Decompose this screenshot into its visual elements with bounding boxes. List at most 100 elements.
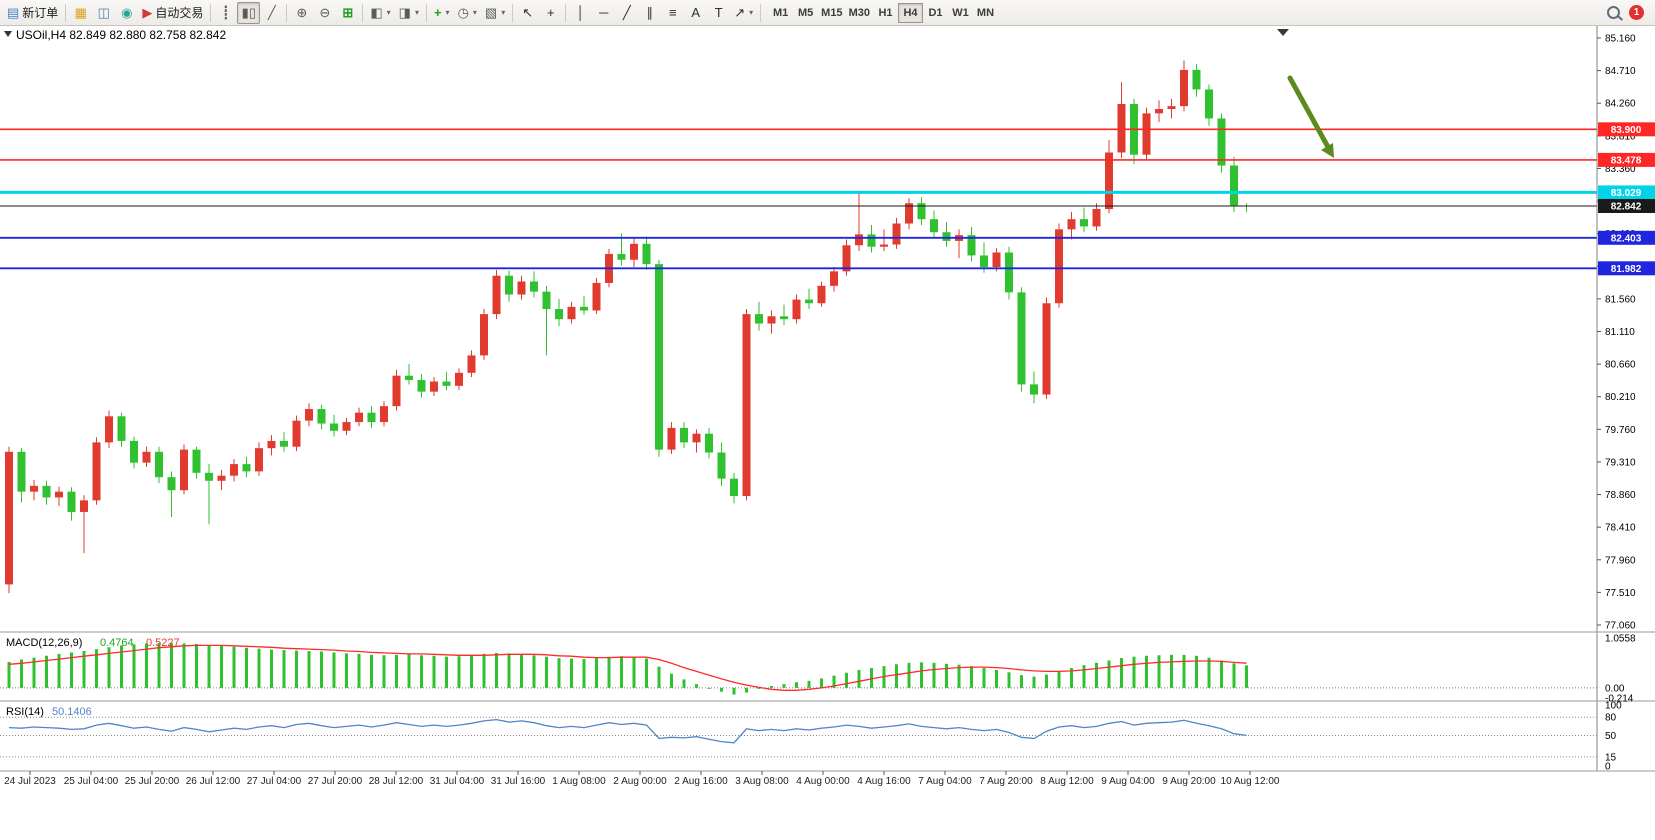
annotations[interactable] [1287,75,1334,158]
svg-text:78.410: 78.410 [1605,523,1636,534]
price-lines[interactable] [0,128,1597,270]
vertical-line-tool-button[interactable]: │ [569,2,592,24]
svg-text:83.900: 83.900 [1611,125,1642,136]
new-chart-button[interactable]: ◧ ▾ [366,2,394,24]
market-watch-button[interactable]: ◫ [92,2,115,24]
timeframe-h1[interactable]: H1 [873,3,898,23]
trend-arrow[interactable] [1287,75,1331,150]
periods-button[interactable]: ◷ ▾ [454,2,481,24]
toolbar-separator [760,3,762,22]
price-label-83.478[interactable] [1598,152,1655,167]
cursor-button[interactable]: ↖ [516,2,539,24]
candlestick-chart-button[interactable]: ▮▯ [237,1,261,24]
price-label-82.403[interactable] [1598,230,1655,245]
svg-text:31 Jul 04:00: 31 Jul 04:00 [430,776,485,787]
toolbar-separator [512,3,514,22]
vertical-line-icon: │ [576,5,585,20]
autotrading-button[interactable]: ▶ 自动交易 [138,2,207,24]
charts-icon: ▦ [74,5,87,20]
text-tool-button[interactable]: A [684,2,707,24]
title-collapse-icon[interactable] [4,31,12,37]
chevron-down-icon: ▾ [386,8,391,17]
svg-text:25 Jul 20:00: 25 Jul 20:00 [125,776,180,787]
profiles-icon: ◨ [398,5,411,20]
arrows-tool-button[interactable]: ↗ ▾ [730,2,757,24]
timeframe-m1[interactable]: M1 [768,3,793,23]
price-axis[interactable]: 85.16084.71084.26083.81083.36082.91082.4… [1596,26,1636,771]
timeframe-mn[interactable]: MN [973,3,998,23]
toolbar-separator [286,3,288,22]
chevron-down-icon: ▾ [445,8,450,17]
price-label-83.900[interactable] [1598,122,1655,137]
zoom-out-icon: ⊖ [319,5,331,20]
crosshair-button[interactable]: + [539,2,562,24]
price-line-labels[interactable]: 83.900 83.478 83.029 82.842 82.403 81.982 [1598,122,1655,276]
channel-icon: ∥ [646,5,653,20]
svg-text:2 Aug 00:00: 2 Aug 00:00 [613,776,667,787]
new-order-label: 新订单 [22,6,59,20]
svg-text:84.710: 84.710 [1605,66,1636,77]
macd-value-signal: 0.5227 [146,637,180,649]
rsi-value: 50.1406 [52,706,92,718]
svg-text:81.110: 81.110 [1605,327,1635,338]
label-tool-button[interactable]: T [707,2,730,24]
zoom-in-icon: ⊕ [296,5,308,20]
timeframe-m30[interactable]: M30 [846,3,873,23]
navigator-button[interactable]: ◉ [115,2,138,24]
market-watch-icon: ◫ [97,5,110,20]
channel-tool-button[interactable]: ∥ [638,2,661,24]
svg-text:-0.214: -0.214 [1605,694,1634,705]
zoom-out-button[interactable]: ⊖ [313,2,336,24]
svg-text:0: 0 [1605,762,1611,773]
toolbar-separator [565,3,567,22]
fibonacci-icon: ≡ [668,5,677,20]
indicators-button[interactable]: + ▾ [430,2,454,24]
chart-shift-marker[interactable] [1277,29,1289,36]
macd-label: MACD(12,26,9) [6,637,82,649]
search-icon[interactable] [1607,6,1620,19]
svg-text:28 Jul 12:00: 28 Jul 12:00 [369,776,424,787]
line-chart-button[interactable]: ╱ [260,2,283,24]
price-label-82.842[interactable] [1598,198,1655,213]
svg-text:27 Jul 20:00: 27 Jul 20:00 [308,776,363,787]
macd-panel: 1.0558 0.00-0.214 [0,631,1655,772]
profiles-button[interactable]: ◨ ▾ [395,2,423,24]
svg-text:15: 15 [1605,752,1617,763]
chart-canvas[interactable]: 85.16084.71084.26083.81083.36082.91082.4… [0,26,1655,835]
svg-text:9 Aug 04:00: 9 Aug 04:00 [1101,776,1155,787]
svg-text:83.478: 83.478 [1611,155,1642,166]
price-label-83.029[interactable] [1598,185,1655,200]
charts-button[interactable]: ▦ [69,2,92,24]
horizontal-line-tool-button[interactable]: ─ [592,2,615,24]
bar-chart-button[interactable]: ┋ [214,2,237,24]
timeframe-m15[interactable]: M15 [818,3,845,23]
indicators-icon: + [433,5,442,20]
chart-window[interactable]: 85.16084.71084.26083.81083.36082.91082.4… [0,26,1655,835]
svg-text:80: 80 [1605,713,1617,724]
svg-text:4 Aug 00:00: 4 Aug 00:00 [796,776,850,787]
svg-text:27 Jul 04:00: 27 Jul 04:00 [247,776,302,787]
templates-button[interactable]: ▧ ▾ [481,2,509,24]
main-toolbar: ▤ 新订单 ▦ ◫ ◉ ▶ 自动交易 ┋ ▮▯ ╱ ⊕ ⊖ ⊞ ◧ ▾ ◨ ▾ + ▾… [0,0,1655,26]
toolbar-separator [425,3,427,22]
new-order-button[interactable]: ▤ 新订单 [3,2,62,24]
svg-text:2 Aug 16:00: 2 Aug 16:00 [674,776,728,787]
tile-windows-button[interactable]: ⊞ [336,2,359,24]
zoom-in-button[interactable]: ⊕ [290,2,313,24]
templates-icon: ▧ [484,5,498,20]
trendline-tool-button[interactable]: ╱ [615,2,638,24]
new-chart-icon: ◧ [370,5,383,20]
timeframe-w1[interactable]: W1 [948,3,973,23]
timeframe-d1[interactable]: D1 [923,3,948,23]
time-axis[interactable]: 24 Jul 2023 25 Jul 04:00 25 Jul 20:00 26 Ju… [4,771,1280,787]
timeframe-h4[interactable]: H4 [897,2,923,23]
fibonacci-tool-button[interactable]: ≡ [661,2,684,24]
svg-text:82.842: 82.842 [1611,201,1642,212]
notification-badge[interactable]: 1 [1629,5,1644,20]
svg-text:83.810: 83.810 [1605,131,1636,142]
price-label-81.982[interactable] [1598,261,1655,276]
bar-chart-icon: ┋ [221,5,230,20]
chevron-down-icon: ▾ [749,8,754,17]
timeframe-m5[interactable]: M5 [793,3,818,23]
trend-arrow-head[interactable] [1321,143,1334,158]
